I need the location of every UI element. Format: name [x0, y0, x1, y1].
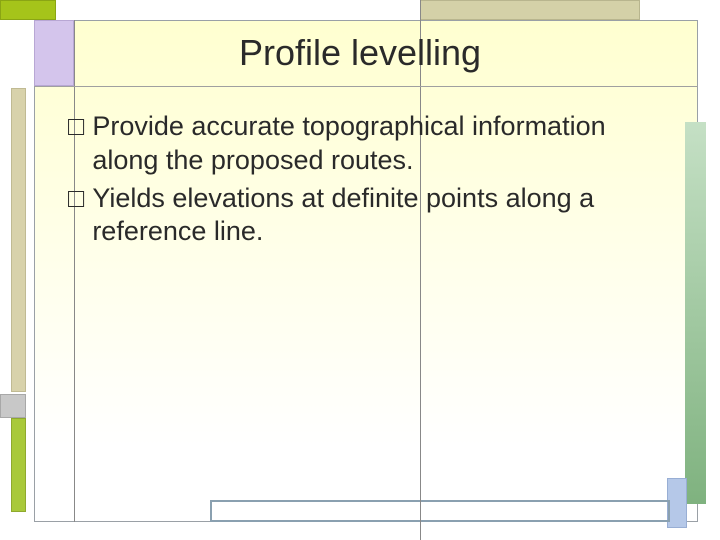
deco-right-green — [685, 122, 706, 504]
slide: Profile levelling □ Provide accurate top… — [0, 0, 720, 540]
bullet-text: Yields elevations at definite points alo… — [92, 182, 660, 250]
deco-bottom-box — [210, 500, 670, 522]
slide-body: □ Provide accurate topographical informa… — [68, 110, 660, 253]
deco-vline-left — [74, 20, 75, 522]
deco-left-gray — [0, 394, 26, 418]
slide-title: Profile levelling — [0, 32, 720, 74]
bullet-marker: □ — [68, 182, 84, 250]
bullet-marker: □ — [68, 110, 84, 178]
deco-vline-right — [420, 0, 421, 540]
deco-hline-title — [34, 86, 698, 87]
deco-left-green — [11, 418, 26, 512]
deco-right-blue — [667, 478, 687, 528]
content-background — [34, 20, 698, 522]
deco-top-beige — [420, 0, 640, 20]
bullet-text: Provide accurate topographical informati… — [92, 110, 660, 178]
deco-left-beige — [11, 88, 26, 392]
bullet-item: □ Yields elevations at definite points a… — [68, 182, 660, 250]
deco-top-green — [0, 0, 56, 20]
bullet-item: □ Provide accurate topographical informa… — [68, 110, 660, 178]
